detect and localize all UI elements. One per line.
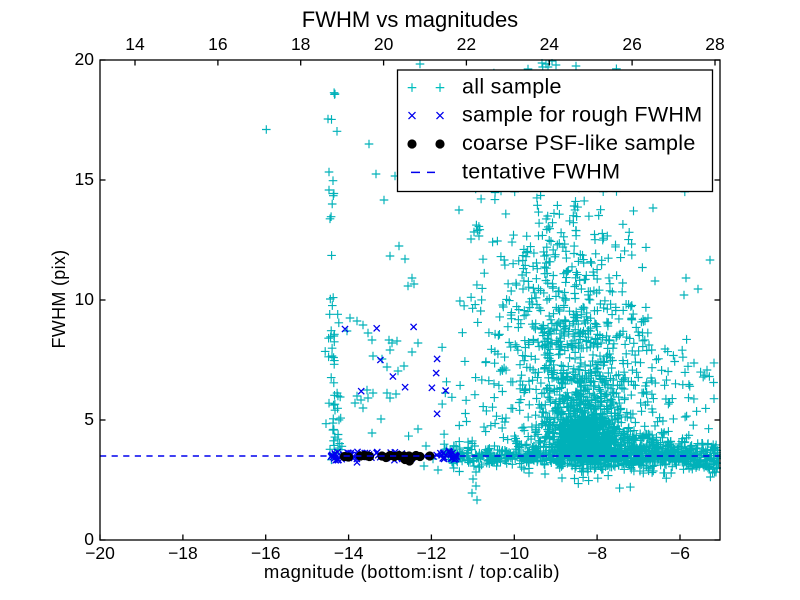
svg-text:5: 5 <box>84 409 94 429</box>
svg-text:16: 16 <box>208 34 227 54</box>
svg-text:tentative FWHM: tentative FWHM <box>462 160 620 184</box>
svg-text:−8: −8 <box>587 543 607 563</box>
svg-text:FWHM vs magnitudes: FWHM vs magnitudes <box>302 7 518 32</box>
svg-text:magnitude (bottom:isnt / top:c: magnitude (bottom:isnt / top:calib) <box>264 561 560 582</box>
svg-text:24: 24 <box>540 34 560 54</box>
svg-text:−6: −6 <box>670 543 690 563</box>
svg-text:15: 15 <box>75 169 94 189</box>
svg-text:−10: −10 <box>499 543 529 563</box>
svg-text:coarse PSF-like sample: coarse PSF-like sample <box>462 131 696 155</box>
svg-text:0: 0 <box>84 529 94 549</box>
svg-text:−18: −18 <box>168 543 198 563</box>
svg-text:−16: −16 <box>251 543 281 563</box>
svg-text:FWHM (pix): FWHM (pix) <box>49 250 69 349</box>
svg-text:22: 22 <box>457 34 476 54</box>
svg-text:−12: −12 <box>417 543 447 563</box>
svg-text:14: 14 <box>125 34 145 54</box>
svg-text:18: 18 <box>291 34 310 54</box>
svg-text:all sample: all sample <box>462 75 562 99</box>
svg-text:20: 20 <box>374 34 394 54</box>
svg-text:sample for rough FWHM: sample for rough FWHM <box>462 103 702 127</box>
svg-text:−20: −20 <box>85 543 115 563</box>
svg-text:−14: −14 <box>334 543 364 563</box>
svg-text:10: 10 <box>75 289 95 309</box>
svg-text:26: 26 <box>622 34 641 54</box>
svg-text:20: 20 <box>75 49 95 69</box>
svg-text:28: 28 <box>705 34 724 54</box>
